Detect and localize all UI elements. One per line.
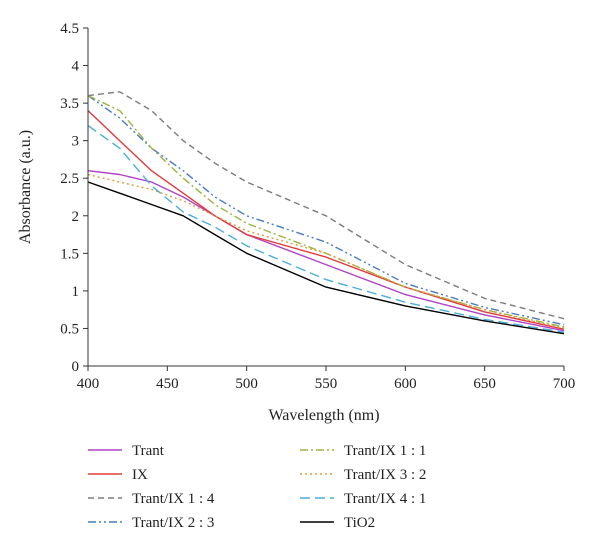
legend-label-6: Trant/IX 3 : 2: [344, 467, 426, 483]
series-line-3: [87, 91, 565, 320]
y-axis-title-text: Absorbance (a.u.): [17, 130, 34, 244]
series-line-6: [87, 173, 565, 330]
x-tick-label: 500: [235, 376, 258, 392]
y-tick-label: 0: [72, 359, 80, 375]
x-tick-label: 400: [77, 376, 100, 392]
y-tick-label: 0.5: [60, 321, 79, 337]
legend-label-3: Trant/IX 1 : 4: [132, 491, 215, 507]
y-tick-label: 2: [72, 209, 80, 225]
legend-label-2: IX: [132, 467, 148, 483]
x-tick-label: 700: [553, 376, 576, 392]
series-line-8: [87, 181, 565, 335]
series-line-7: [87, 125, 565, 333]
x-tick-label: 600: [394, 376, 417, 392]
y-tick-label: 3.5: [60, 96, 79, 112]
legend-label-7: Trant/IX 4 : 1: [344, 491, 426, 507]
legend-label-1: Trant: [132, 443, 165, 459]
y-tick-label: 1.5: [60, 246, 79, 262]
x-axis-title: Wavelength (nm): [268, 407, 379, 424]
series-line-4: [87, 95, 565, 326]
y-tick-label: 4: [72, 59, 80, 75]
legend-label-8: TiO2: [344, 515, 375, 531]
legend: Trant IX Trant/IX 1 : 4 Trant/IX 2 : 3 Trant…: [88, 443, 426, 531]
y-tick-label: 3: [72, 134, 80, 150]
legend-label-5: Trant/IX 1 : 1: [344, 443, 426, 459]
x-tick-label: 550: [315, 376, 338, 392]
y-tick-label: 1: [72, 284, 80, 300]
y-tick-label: 4.5: [60, 21, 79, 37]
x-tick-label: 650: [473, 376, 496, 392]
series-line-1: [87, 170, 565, 332]
y-axis-title: Absorbance (a.u.): [17, 130, 34, 244]
plot-area: [87, 91, 565, 335]
legend-label-4: Trant/IX 2 : 3: [132, 515, 214, 531]
axes: 0 0.5 1 1.5 2 2.5 3 3.5 4 4.5 400 450 500 550 600 650 70…: [60, 21, 575, 392]
series-line-2: [87, 110, 565, 330]
x-tick-label: 450: [156, 376, 179, 392]
series-line-5: [87, 94, 565, 328]
y-tick-label: 2.5: [60, 171, 79, 187]
